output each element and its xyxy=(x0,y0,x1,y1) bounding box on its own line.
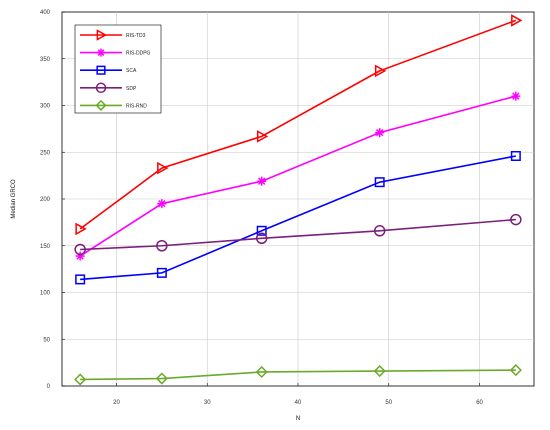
data-point-sca xyxy=(510,150,521,161)
legend-label: RIS-DDPG xyxy=(126,51,151,57)
x-axis-ticks: 20 30 40 50 60 xyxy=(113,383,484,406)
legend-marker xyxy=(96,29,108,41)
data-point-ris-ddpg xyxy=(375,128,385,138)
marker-stroke xyxy=(97,49,105,56)
data-point-sdp xyxy=(510,213,522,226)
marker-stroke xyxy=(158,199,166,208)
data-point-sca xyxy=(256,225,267,236)
data-point-sdp xyxy=(255,232,268,245)
x-axis-label: N xyxy=(296,416,300,422)
data-point-ris-ddpg xyxy=(511,91,521,101)
data-point-ris-rnd xyxy=(255,365,268,379)
series-line-sca xyxy=(80,155,516,281)
series-group xyxy=(74,14,523,386)
series-ris-rnd xyxy=(74,364,522,386)
y-tick-label: 200 xyxy=(40,197,51,203)
legend-marker xyxy=(95,99,107,111)
y-tick-label: 250 xyxy=(40,150,51,156)
data-point-sdp xyxy=(74,243,86,256)
data-point-sca xyxy=(156,267,167,278)
legend-label: SCA xyxy=(126,68,137,74)
legend-label: RIS-RND xyxy=(126,103,147,109)
data-point-ris-rnd xyxy=(155,372,168,385)
series-line-ris-td3 xyxy=(79,19,517,230)
y-tick-label: 150 xyxy=(40,244,51,250)
x-tick-label: 40 xyxy=(295,400,302,406)
legend-item-sca: SCA xyxy=(80,65,137,75)
y-tick-label: 100 xyxy=(40,291,51,297)
legend-marker xyxy=(96,48,106,57)
y-tick-label: 400 xyxy=(40,10,51,16)
series-sca xyxy=(75,150,521,285)
data-point-ris-rnd xyxy=(509,364,522,377)
data-point-ris-td3 xyxy=(75,222,87,236)
data-point-ris-td3 xyxy=(374,64,387,78)
series-ris-td3 xyxy=(75,14,523,236)
data-point-ris-td3 xyxy=(157,161,169,175)
legend-item-ris-ddpg: RIS-DDPG xyxy=(80,48,151,57)
x-tick-label: 20 xyxy=(113,400,120,406)
legend-marker xyxy=(95,82,107,94)
data-point-ris-td3 xyxy=(256,130,269,143)
series-sdp xyxy=(74,213,522,256)
y-axis-ticks: 0 50 100 150 200 250 300 350 400 xyxy=(40,10,65,390)
y-tick-label: 350 xyxy=(40,57,51,63)
y-axis-label: Median GRCO xyxy=(11,179,17,219)
marker-stroke xyxy=(512,92,520,100)
legend-box xyxy=(74,24,162,114)
legend-label: RIS-TD3 xyxy=(126,33,146,39)
series-line-ris-rnd xyxy=(80,369,516,381)
data-point-ris-rnd xyxy=(373,364,386,378)
legend: RIS-TD3 RIS-DDPG SCA SDP RIS-RND xyxy=(74,24,162,114)
legend-marker xyxy=(96,65,106,75)
x-tick-label: 60 xyxy=(476,400,483,406)
legend-label: SDP xyxy=(126,86,137,92)
data-point-sca xyxy=(374,177,385,188)
legend-item-ris-rnd: RIS-RND xyxy=(80,99,147,111)
y-tick-label: 0 xyxy=(47,384,51,390)
data-point-ris-td3 xyxy=(511,14,523,27)
marker-stroke xyxy=(376,128,384,137)
x-tick-label: 30 xyxy=(204,400,211,406)
legend-item-ris-td3: RIS-TD3 xyxy=(80,29,146,41)
legend-item-sdp: SDP xyxy=(80,82,137,94)
marker-stroke xyxy=(258,177,266,185)
data-point-ris-ddpg xyxy=(257,176,267,186)
series-line-sdp xyxy=(80,218,516,251)
data-point-sca xyxy=(75,274,86,285)
data-point-ris-ddpg xyxy=(157,199,167,209)
data-point-sdp xyxy=(373,225,386,237)
data-point-ris-rnd xyxy=(74,373,87,386)
y-tick-label: 300 xyxy=(40,104,51,110)
y-tick-label: 50 xyxy=(43,337,50,343)
x-tick-label: 50 xyxy=(385,400,392,406)
data-point-sdp xyxy=(156,240,168,252)
grid-lines xyxy=(62,12,534,386)
series-ris-ddpg xyxy=(75,91,521,261)
